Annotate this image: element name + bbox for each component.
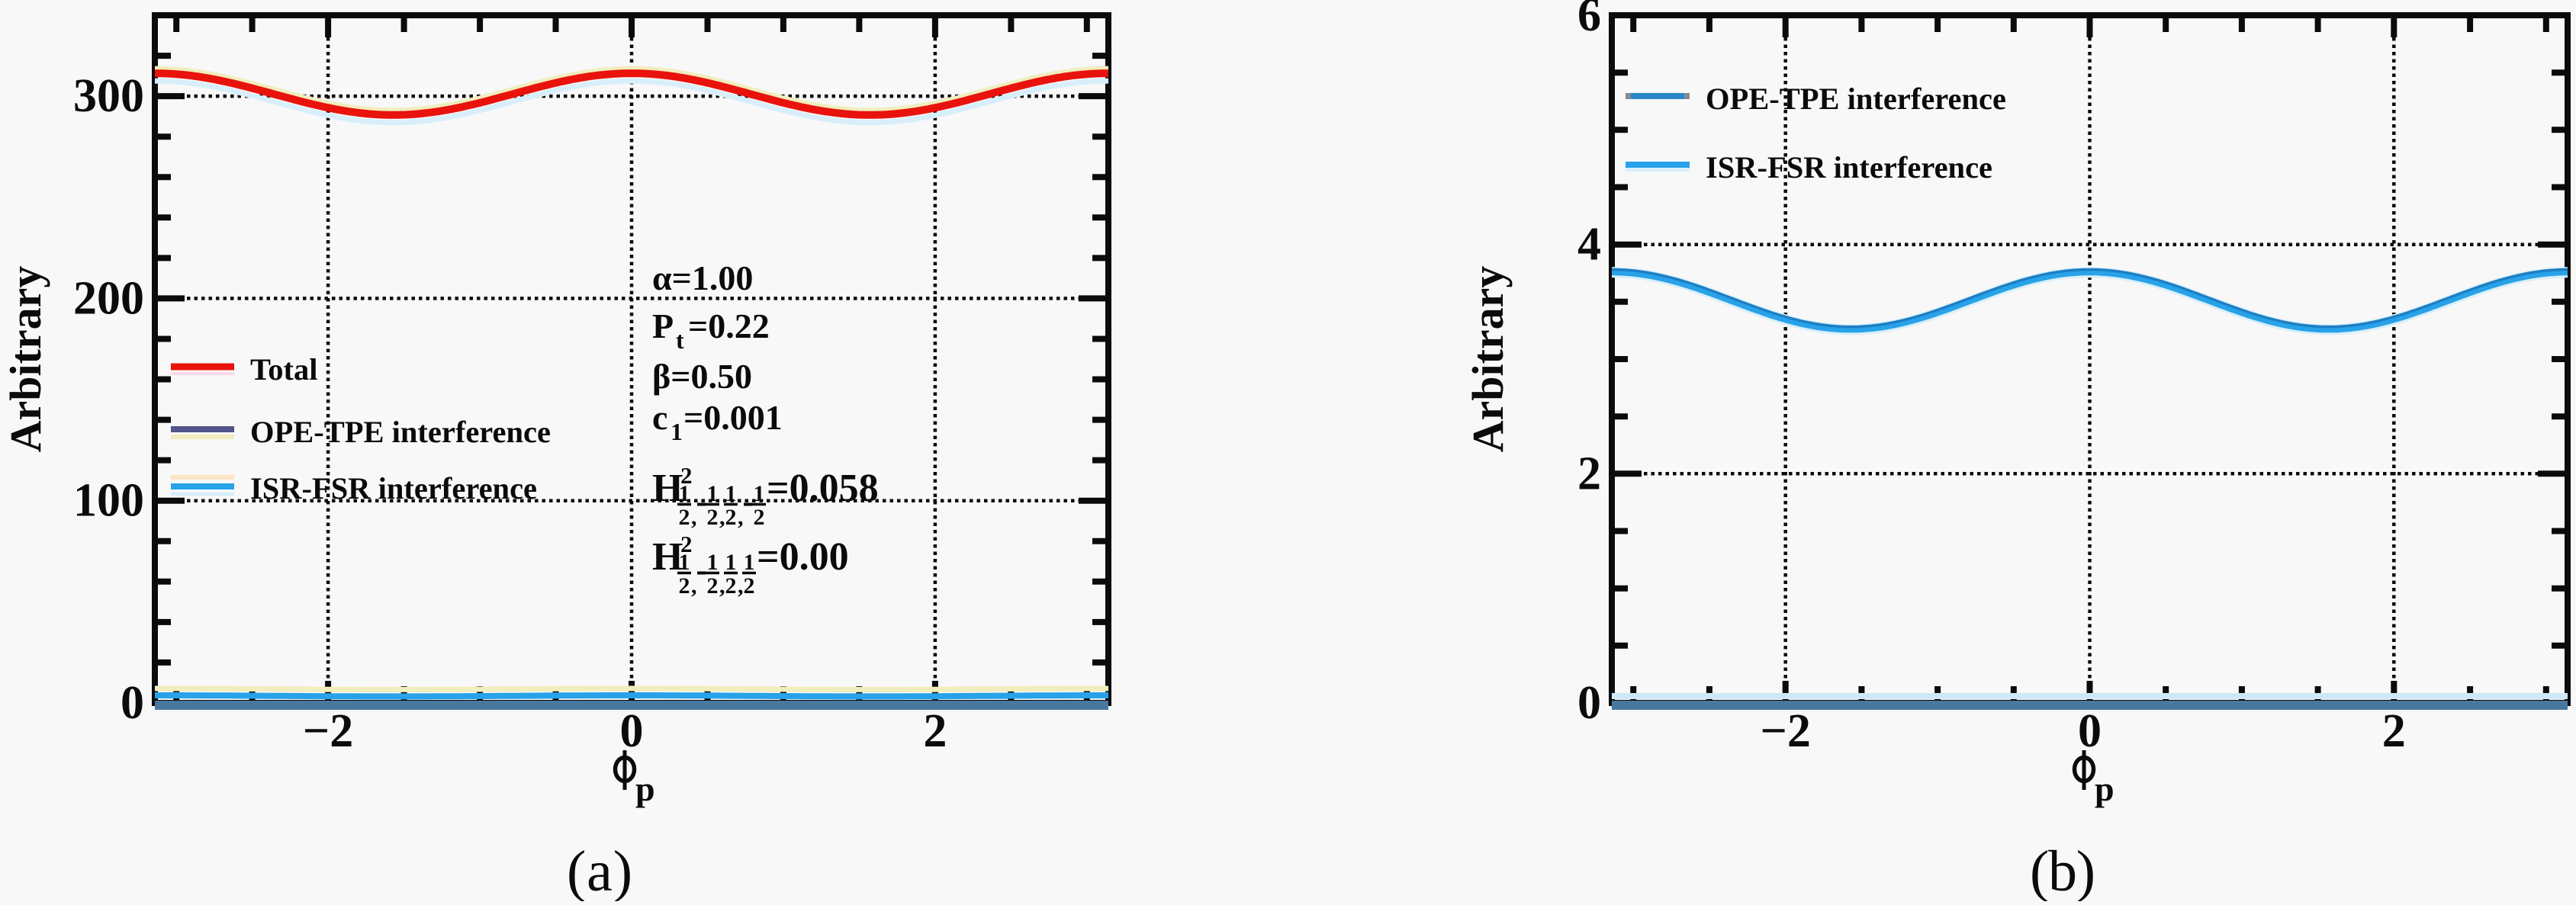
svg-text:p: p bbox=[2095, 769, 2115, 808]
svg-text:2: 2 bbox=[680, 462, 693, 489]
svg-text:1: 1 bbox=[725, 550, 737, 575]
svg-text:Arbitrary: Arbitrary bbox=[1, 266, 50, 453]
svg-text:2: 2 bbox=[680, 531, 693, 557]
svg-text:2: 2 bbox=[725, 505, 737, 530]
svg-text:2: 2 bbox=[744, 573, 755, 599]
svg-text:−2: −2 bbox=[303, 705, 353, 757]
svg-text:Total: Total bbox=[250, 352, 318, 387]
svg-text:4: 4 bbox=[1577, 219, 1601, 271]
svg-text:1: 1 bbox=[671, 418, 683, 445]
svg-text:ISR-FSR interference: ISR-FSR interference bbox=[1706, 150, 1992, 185]
svg-text:2: 2 bbox=[1577, 448, 1601, 499]
svg-text:=0.22: =0.22 bbox=[688, 306, 770, 345]
svg-text:α=1.00: α=1.00 bbox=[652, 258, 753, 297]
svg-text:100: 100 bbox=[73, 475, 144, 527]
svg-text:p: p bbox=[635, 769, 655, 808]
svg-text:1: 1 bbox=[679, 550, 690, 575]
svg-text:0: 0 bbox=[121, 677, 144, 729]
svg-text:=0.058: =0.058 bbox=[767, 467, 879, 510]
svg-text:200: 200 bbox=[73, 272, 144, 324]
svg-text:,: , bbox=[691, 573, 697, 599]
svg-text:c: c bbox=[652, 398, 667, 437]
svg-text:−2: −2 bbox=[1761, 705, 1811, 757]
svg-text:,: , bbox=[719, 573, 725, 599]
svg-text:Arbitrary: Arbitrary bbox=[1463, 266, 1513, 453]
svg-text:2: 2 bbox=[754, 505, 765, 530]
svg-text:0: 0 bbox=[2078, 705, 2102, 757]
svg-text:ISR-FSR interference: ISR-FSR interference bbox=[250, 471, 537, 505]
svg-text:,: , bbox=[691, 505, 697, 530]
svg-text:2: 2 bbox=[923, 705, 947, 757]
svg-text:1: 1 bbox=[744, 550, 755, 575]
svg-text:H: H bbox=[652, 467, 683, 510]
svg-text:,: , bbox=[738, 573, 744, 599]
svg-text:1: 1 bbox=[707, 550, 719, 575]
svg-text:6: 6 bbox=[1577, 0, 1601, 41]
svg-text:β=0.50: β=0.50 bbox=[652, 357, 752, 396]
svg-text:H: H bbox=[652, 535, 683, 579]
svg-text:=0.00: =0.00 bbox=[757, 535, 849, 579]
svg-text:1: 1 bbox=[679, 481, 690, 506]
svg-text:2: 2 bbox=[707, 505, 719, 530]
svg-text:t: t bbox=[676, 326, 684, 354]
svg-text:(a): (a) bbox=[567, 839, 632, 901]
svg-text:1: 1 bbox=[725, 481, 737, 506]
svg-text:2: 2 bbox=[2382, 705, 2406, 757]
svg-text:,: , bbox=[738, 505, 744, 530]
svg-text:,: , bbox=[719, 505, 725, 530]
svg-text:2: 2 bbox=[725, 573, 737, 599]
svg-text:300: 300 bbox=[73, 70, 144, 122]
svg-text:OPE-TPE interference: OPE-TPE interference bbox=[250, 415, 551, 449]
svg-text:2: 2 bbox=[707, 573, 719, 599]
svg-text:(b): (b) bbox=[2030, 839, 2095, 901]
svg-text:1: 1 bbox=[754, 481, 765, 506]
svg-text:2: 2 bbox=[679, 505, 690, 530]
svg-text:1: 1 bbox=[707, 481, 719, 506]
svg-text:0: 0 bbox=[1577, 677, 1601, 729]
svg-text:P: P bbox=[652, 306, 674, 345]
svg-text:OPE-TPE interference: OPE-TPE interference bbox=[1706, 82, 2006, 116]
svg-text:2: 2 bbox=[679, 573, 690, 599]
svg-text:=0.001: =0.001 bbox=[683, 398, 783, 437]
svg-text:0: 0 bbox=[620, 705, 644, 757]
